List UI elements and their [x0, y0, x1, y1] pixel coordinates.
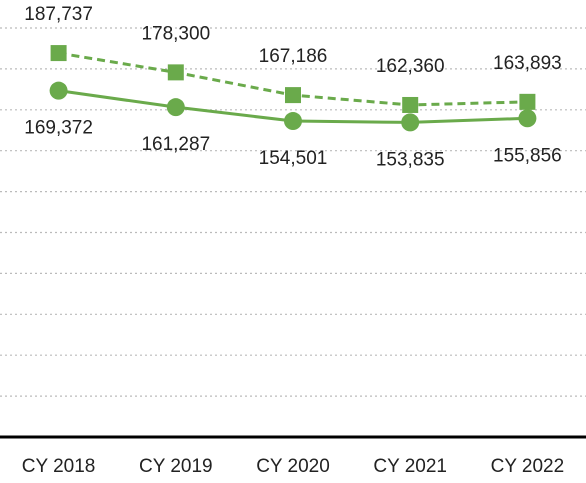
data-label: 167,186: [259, 46, 328, 67]
data-label: 154,501: [259, 148, 328, 169]
marker: [401, 113, 420, 132]
data-label: 163,893: [493, 53, 562, 74]
marker: [166, 98, 185, 117]
data-label: 155,856: [493, 145, 562, 166]
marker: [49, 81, 68, 100]
marker: [519, 93, 536, 110]
marker: [518, 109, 537, 128]
x-tick-label: CY 2022: [491, 456, 565, 477]
data-label: 178,300: [141, 23, 210, 44]
data-label: 169,372: [24, 118, 93, 139]
x-tick-label: CY 2019: [139, 456, 213, 477]
data-label: 153,835: [376, 149, 445, 170]
data-label: 161,287: [141, 134, 210, 155]
marker: [167, 64, 184, 81]
marker: [285, 87, 301, 104]
marker: [284, 112, 302, 131]
marker: [402, 96, 419, 113]
x-tick-label: CY 2021: [373, 456, 447, 477]
data-label: 187,737: [24, 4, 93, 25]
marker: [50, 45, 67, 62]
x-tick-label: CY 2020: [256, 456, 330, 477]
x-tick-label: CY 2018: [22, 456, 96, 477]
data-label: 162,360: [376, 56, 445, 77]
